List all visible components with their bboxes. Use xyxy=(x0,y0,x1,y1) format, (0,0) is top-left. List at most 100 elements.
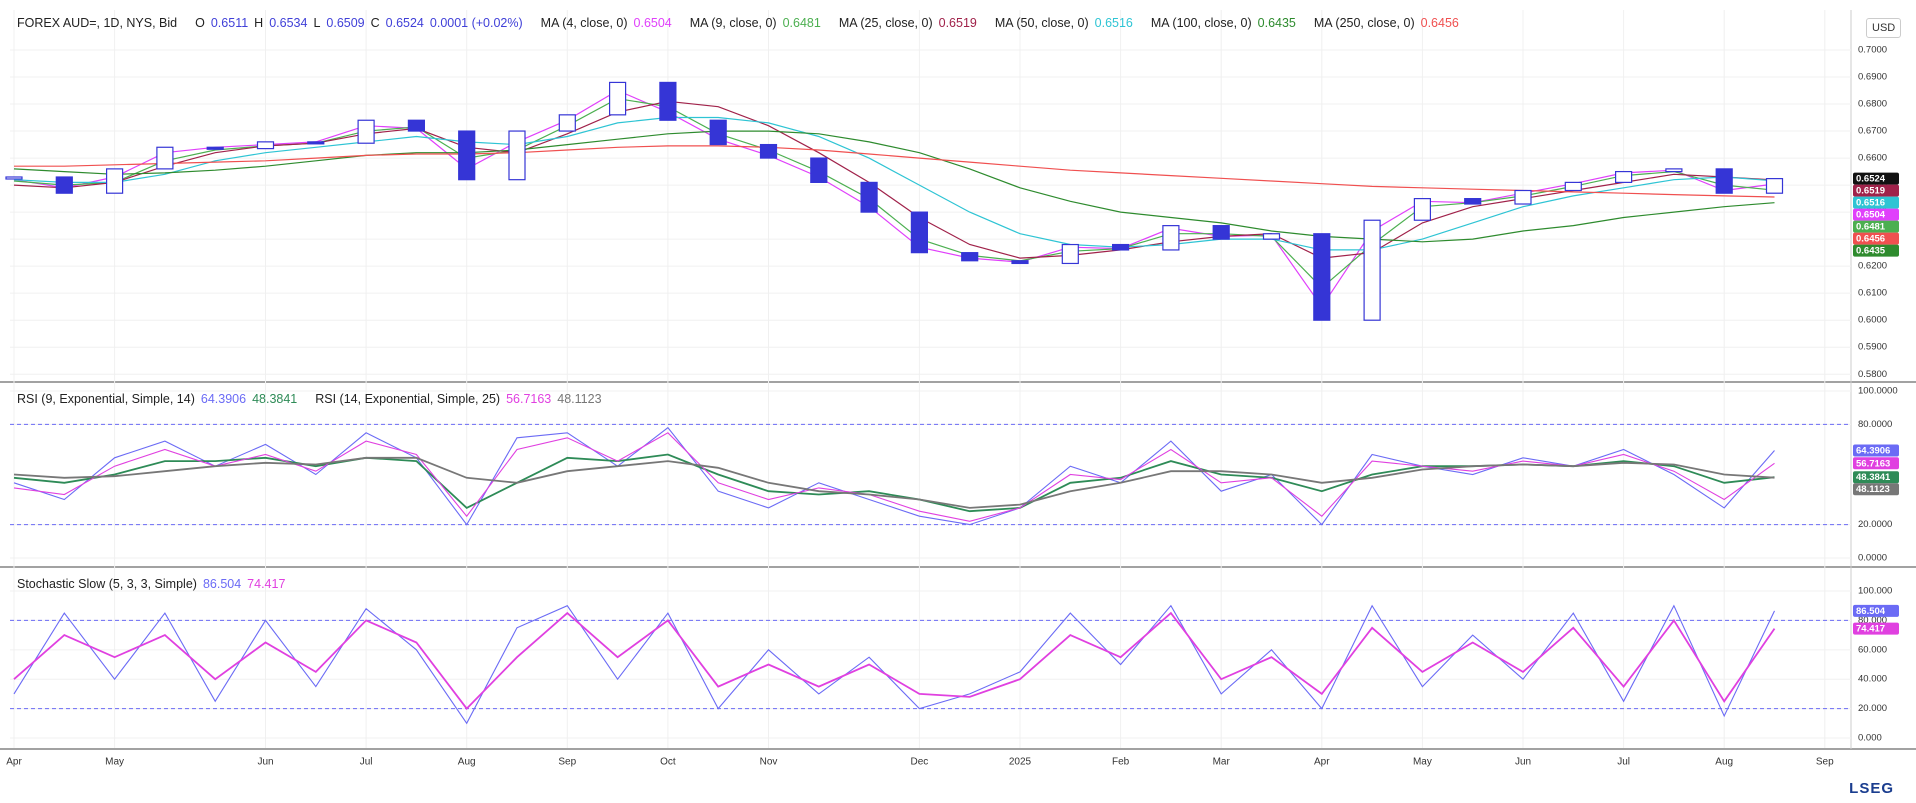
candle xyxy=(1011,260,1029,265)
price-legend: FOREX AUD=, 1D, NYS, Bid O 0.6511 H 0.6534 L 0… xyxy=(17,16,1471,30)
y-tick-label: 100.000 xyxy=(1858,586,1892,597)
x-tick-label: Mar xyxy=(1213,757,1231,768)
candle xyxy=(105,168,124,194)
y-tick-label: 0.5800 xyxy=(1858,369,1887,380)
price-tag xyxy=(1853,220,1899,233)
price-tag-label: 0.6516 xyxy=(1856,198,1885,209)
price-tag xyxy=(1853,604,1899,617)
x-tick-label: Jun xyxy=(1515,757,1531,768)
price-tag-label: 0.6524 xyxy=(1856,174,1886,185)
candle xyxy=(558,114,576,132)
candle xyxy=(1061,243,1079,265)
y-tick-label: 0.7000 xyxy=(1858,45,1887,56)
price-tag xyxy=(1853,208,1899,221)
candle xyxy=(608,81,627,116)
y-tick-label: 0.6600 xyxy=(1858,153,1887,164)
ma-line xyxy=(13,130,1775,243)
price-tag-label: 0.6456 xyxy=(1856,234,1885,245)
candle xyxy=(55,176,73,194)
y-tick-label: 40.000 xyxy=(1858,674,1887,685)
x-tick-label: Aug xyxy=(458,757,476,768)
price-tag xyxy=(1853,172,1899,185)
y-tick-label: 100.0000 xyxy=(1858,386,1898,397)
ohlc-value: 0.6509 xyxy=(326,16,365,30)
price-tag-label: 48.1123 xyxy=(1856,484,1890,495)
x-tick-label: Jun xyxy=(257,757,273,768)
candle xyxy=(307,141,325,145)
candle xyxy=(1262,233,1281,240)
legend-name: MA (4, close, 0) xyxy=(540,16,628,30)
y-tick-label: 60.000 xyxy=(1858,644,1887,655)
rsi-legend: RSI (9, Exponential, Simple, 14) 64.3906 4… xyxy=(17,392,614,406)
legend-value: 0.6519 xyxy=(938,16,977,30)
y-tick-label: 0.6800 xyxy=(1858,99,1887,110)
x-tick-label: Sep xyxy=(558,757,576,768)
price-tag-label: 0.6504 xyxy=(1856,210,1886,221)
candle xyxy=(810,157,828,183)
x-tick-label: Nov xyxy=(760,757,778,768)
x-tick-label: Sep xyxy=(1816,757,1834,768)
y-tick-label: 0.6100 xyxy=(1858,288,1887,299)
candle xyxy=(961,252,979,262)
x-tick-label: Apr xyxy=(1314,757,1330,768)
x-tick-label: May xyxy=(105,757,124,768)
legend-value: 0.6516 xyxy=(1094,16,1133,30)
indicator-line xyxy=(13,456,1775,509)
y-tick-label: 0.6700 xyxy=(1858,126,1887,137)
price-tag-label: 86.504 xyxy=(1856,606,1886,617)
y-tick-label: 0.6000 xyxy=(1858,315,1887,326)
legend-name: Stochastic Slow (5, 3, 3, Simple) xyxy=(17,577,197,591)
candle xyxy=(1665,168,1683,173)
x-tick-label: Oct xyxy=(660,757,676,768)
candle xyxy=(860,181,878,213)
x-tick-label: Apr xyxy=(6,757,22,768)
y-tick-label: 0.0000 xyxy=(1858,553,1887,564)
y-tick-label: 0.5900 xyxy=(1858,342,1887,353)
indicator-line xyxy=(13,426,1775,526)
x-tick-label: 2025 xyxy=(1009,757,1032,768)
logo: LSEG xyxy=(1849,780,1894,797)
currency: USD xyxy=(1866,18,1902,38)
change: 0.0001 (+0.02%) xyxy=(429,16,523,30)
legend-name: MA (100, close, 0) xyxy=(1150,16,1252,30)
ohlc-label: H xyxy=(254,16,264,30)
candle xyxy=(759,143,778,159)
legend-value: 48.1123 xyxy=(557,392,602,406)
price-tag-label: 56.7163 xyxy=(1856,458,1890,469)
legend-name: MA (250, close, 0) xyxy=(1313,16,1415,30)
ohlc-value: 0.6511 xyxy=(210,16,249,30)
candle xyxy=(1614,170,1633,183)
candle xyxy=(1413,198,1432,221)
legend-name: RSI (9, Exponential, Simple, 14) xyxy=(17,392,195,406)
price-tag xyxy=(1853,622,1899,635)
ma-line xyxy=(13,100,1775,259)
price-tag xyxy=(1853,483,1899,496)
candle xyxy=(1715,168,1733,194)
price-tag-label: 48.3841 xyxy=(1856,472,1891,483)
price-tag-label: 0.6481 xyxy=(1856,222,1886,233)
ohlc-label: L xyxy=(313,16,321,30)
candle xyxy=(156,146,174,170)
candle xyxy=(1363,219,1381,321)
legend-value: 56.7163 xyxy=(506,392,552,406)
candle xyxy=(659,81,677,121)
candle xyxy=(1765,178,1784,194)
candle xyxy=(5,176,23,180)
y-tick-label: 80.000 xyxy=(1858,615,1887,626)
x-tick-label: Dec xyxy=(911,757,929,768)
symbol: FOREX AUD=, 1D, NYS, Bid xyxy=(17,16,178,30)
candle xyxy=(1464,198,1482,205)
price-tag xyxy=(1853,232,1899,245)
price-tag xyxy=(1853,244,1899,257)
y-tick-label: 0.6900 xyxy=(1858,72,1887,83)
y-tick-label: 0.6200 xyxy=(1858,261,1887,272)
candle xyxy=(458,130,476,181)
indicator-line xyxy=(13,432,1775,522)
legend-value: 86.504 xyxy=(202,577,242,591)
price-tag-label: 64.3906 xyxy=(1856,445,1890,456)
y-tick-label: 20.000 xyxy=(1858,703,1887,714)
price-tag-label: 74.417 xyxy=(1856,624,1885,635)
price-tag xyxy=(1853,471,1899,484)
